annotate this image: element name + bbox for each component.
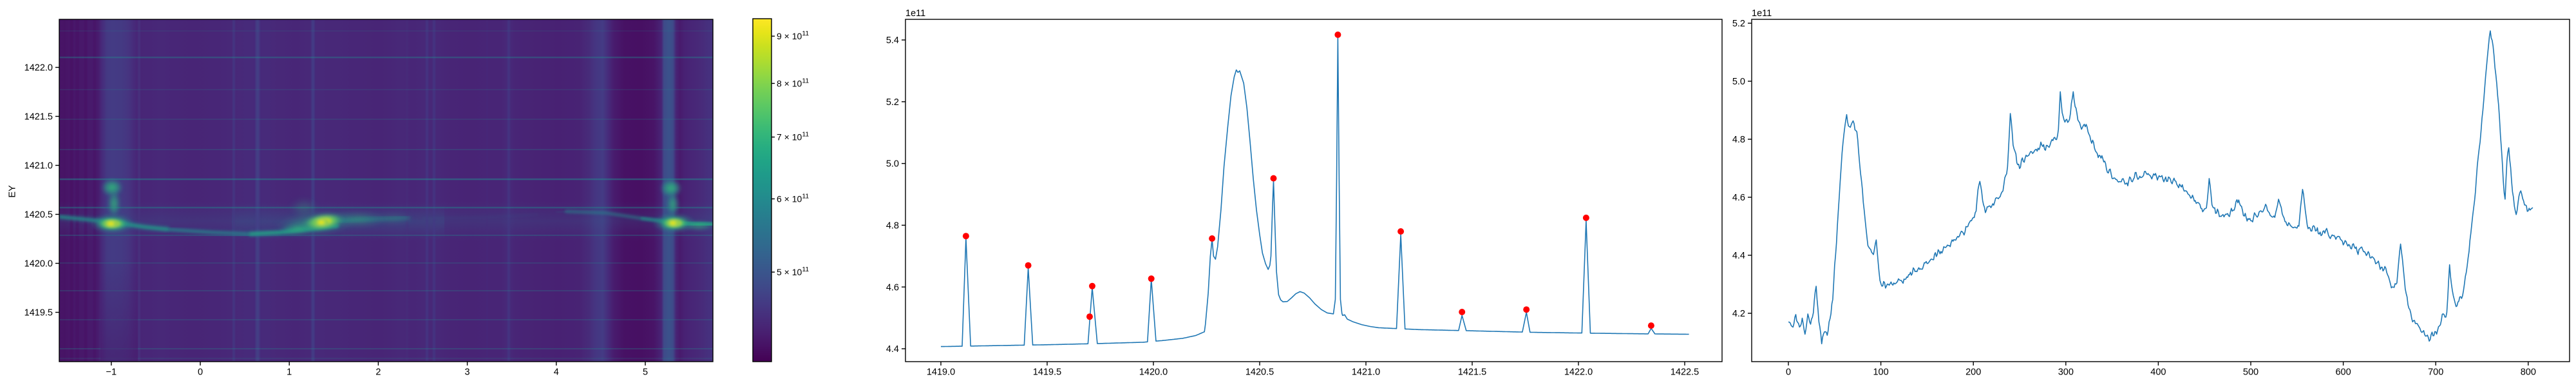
svg-text:200: 200 [1965, 367, 1981, 378]
svg-text:5.2: 5.2 [1732, 19, 1745, 29]
svg-text:4.6: 4.6 [886, 282, 899, 293]
svg-text:1420.5: 1420.5 [1245, 367, 1274, 378]
svg-text:1: 1 [287, 367, 292, 378]
svg-text:1420.0: 1420.0 [1139, 367, 1168, 378]
svg-text:400: 400 [2150, 367, 2166, 378]
svg-text:4.4: 4.4 [1732, 251, 1745, 261]
svg-text:6 × 1011: 6 × 1011 [777, 193, 809, 204]
svg-text:500: 500 [2243, 367, 2259, 378]
svg-text:1421.0: 1421.0 [1352, 367, 1380, 378]
svg-text:5.0: 5.0 [1732, 77, 1745, 87]
svg-text:0: 0 [198, 367, 203, 378]
svg-text:−1: −1 [106, 367, 117, 378]
svg-text:1422.5: 1422.5 [1671, 367, 1699, 378]
svg-text:1419.5: 1419.5 [24, 308, 53, 318]
svg-text:1422.0: 1422.0 [1564, 367, 1593, 378]
svg-text:3: 3 [465, 367, 470, 378]
svg-text:5.4: 5.4 [886, 35, 899, 46]
svg-text:700: 700 [2428, 367, 2443, 378]
svg-text:1421.0: 1421.0 [24, 161, 53, 171]
svg-text:4.8: 4.8 [886, 221, 899, 231]
svg-text:300: 300 [2058, 367, 2074, 378]
svg-text:4.6: 4.6 [1732, 193, 1745, 203]
svg-text:2: 2 [375, 367, 381, 378]
svg-text:1420.5: 1420.5 [24, 210, 53, 220]
svg-text:1419.5: 1419.5 [1033, 367, 1061, 378]
svg-text:1422.0: 1422.0 [24, 63, 53, 73]
svg-text:8 × 1011: 8 × 1011 [777, 78, 809, 89]
svg-text:1420.0: 1420.0 [24, 259, 53, 269]
svg-text:4: 4 [554, 367, 559, 378]
svg-text:EY: EY [8, 185, 18, 198]
svg-text:800: 800 [2521, 367, 2536, 378]
svg-text:100: 100 [1873, 367, 1888, 378]
svg-text:1e11: 1e11 [1752, 8, 1772, 19]
svg-text:9 × 1011: 9 × 1011 [777, 30, 809, 41]
svg-text:4.4: 4.4 [886, 344, 899, 355]
svg-text:4.2: 4.2 [1732, 309, 1745, 319]
svg-text:5.2: 5.2 [886, 97, 899, 108]
svg-text:1421.5: 1421.5 [1458, 367, 1486, 378]
svg-text:1e11: 1e11 [905, 8, 925, 19]
svg-text:7 × 1011: 7 × 1011 [777, 132, 809, 142]
svg-text:5.0: 5.0 [886, 159, 899, 170]
svg-text:1419.0: 1419.0 [927, 367, 955, 378]
svg-text:1421.5: 1421.5 [24, 112, 53, 122]
svg-text:600: 600 [2335, 367, 2351, 378]
svg-text:4.8: 4.8 [1732, 135, 1745, 145]
svg-text:5 × 1011: 5 × 1011 [777, 266, 809, 277]
svg-text:0: 0 [1786, 367, 1791, 378]
svg-text:5: 5 [643, 367, 648, 378]
